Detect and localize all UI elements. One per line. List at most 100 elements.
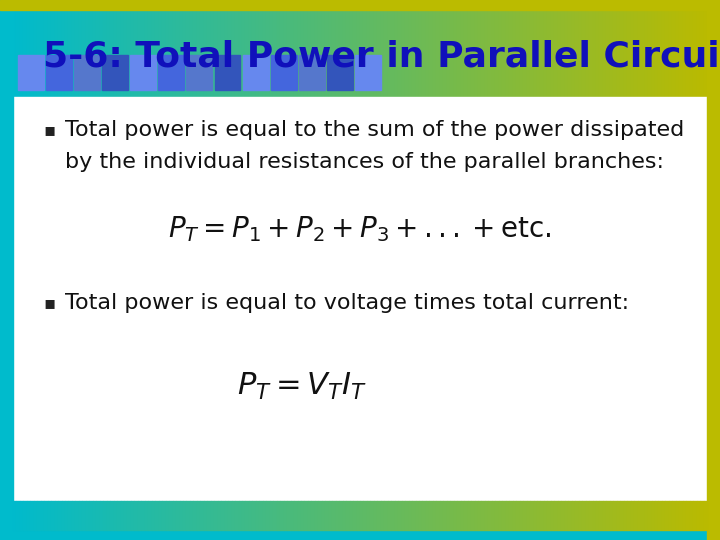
Bar [457,501,461,530]
Bar [703,501,707,530]
Bar [228,501,232,530]
Bar [96,501,99,530]
Bar [197,10,200,97]
Bar [364,10,367,97]
Bar [367,501,370,530]
Bar [503,501,505,530]
Bar [44,10,48,97]
Bar [492,10,495,97]
Bar [446,501,450,530]
Bar [374,10,377,97]
Bar [287,501,291,530]
Bar [408,501,412,530]
Bar [34,10,37,97]
Bar [270,10,274,97]
Bar [346,501,350,530]
Bar [384,10,388,97]
Bar [131,10,135,97]
Bar [173,10,176,97]
Bar [215,10,217,97]
Bar [207,501,211,530]
Bar [76,501,79,530]
Bar [297,10,301,97]
Bar [686,501,690,530]
Bar [325,501,329,530]
Bar [412,501,415,530]
Bar [117,501,120,530]
Bar [429,10,433,97]
Bar [65,10,68,97]
Bar [405,10,408,97]
Bar [339,501,343,530]
Bar [634,10,638,97]
Bar [276,501,280,530]
Bar [499,10,503,97]
Bar [700,501,703,530]
Bar [13,97,707,530]
Bar [558,501,562,530]
Bar [544,501,547,530]
Bar [246,10,249,97]
Bar [127,10,131,97]
Bar [526,10,530,97]
Bar [315,501,318,530]
Bar [509,501,513,530]
Bar [693,10,697,97]
Bar [287,10,291,97]
Bar [274,501,276,530]
Bar [158,55,184,90]
Bar [322,501,325,530]
Bar [606,501,610,530]
Bar [169,501,173,530]
Bar [624,10,627,97]
Bar [58,10,61,97]
Bar [562,10,564,97]
Bar [30,501,34,530]
Bar [266,10,270,97]
Bar [179,10,183,97]
Bar [99,10,103,97]
Bar [13,10,17,97]
Bar [564,10,568,97]
Bar [263,10,266,97]
Bar [65,501,68,530]
Bar [360,10,364,97]
Bar [617,501,621,530]
Bar [648,10,652,97]
Bar [228,10,232,97]
Bar [37,501,41,530]
Bar [225,501,228,530]
Bar [600,501,603,530]
Bar [644,10,648,97]
Bar [110,501,114,530]
Bar [141,501,145,530]
Bar [610,501,613,530]
Bar [55,501,58,530]
Bar [478,10,482,97]
Bar [398,501,402,530]
Bar [27,10,30,97]
Bar [499,501,503,530]
Bar [454,501,457,530]
Bar [355,55,381,90]
Bar [162,10,166,97]
Bar [415,10,419,97]
Text: $P_T = P_1 + P_2 + P_3 + ... + \mathrm{etc.}$: $P_T = P_1 + P_2 + P_3 + ... + \mathrm{e… [168,214,552,245]
Bar [51,501,55,530]
Bar [596,10,600,97]
Bar [364,501,367,530]
Bar [211,10,215,97]
Bar [110,10,114,97]
Bar [541,10,544,97]
Bar [388,10,391,97]
Bar [183,501,186,530]
Bar [297,501,301,530]
Bar [18,55,44,90]
Bar [426,501,429,530]
Bar [138,10,141,97]
Bar [530,10,534,97]
Bar [249,501,253,530]
Bar [176,10,179,97]
Bar [124,501,127,530]
Bar [526,501,530,530]
